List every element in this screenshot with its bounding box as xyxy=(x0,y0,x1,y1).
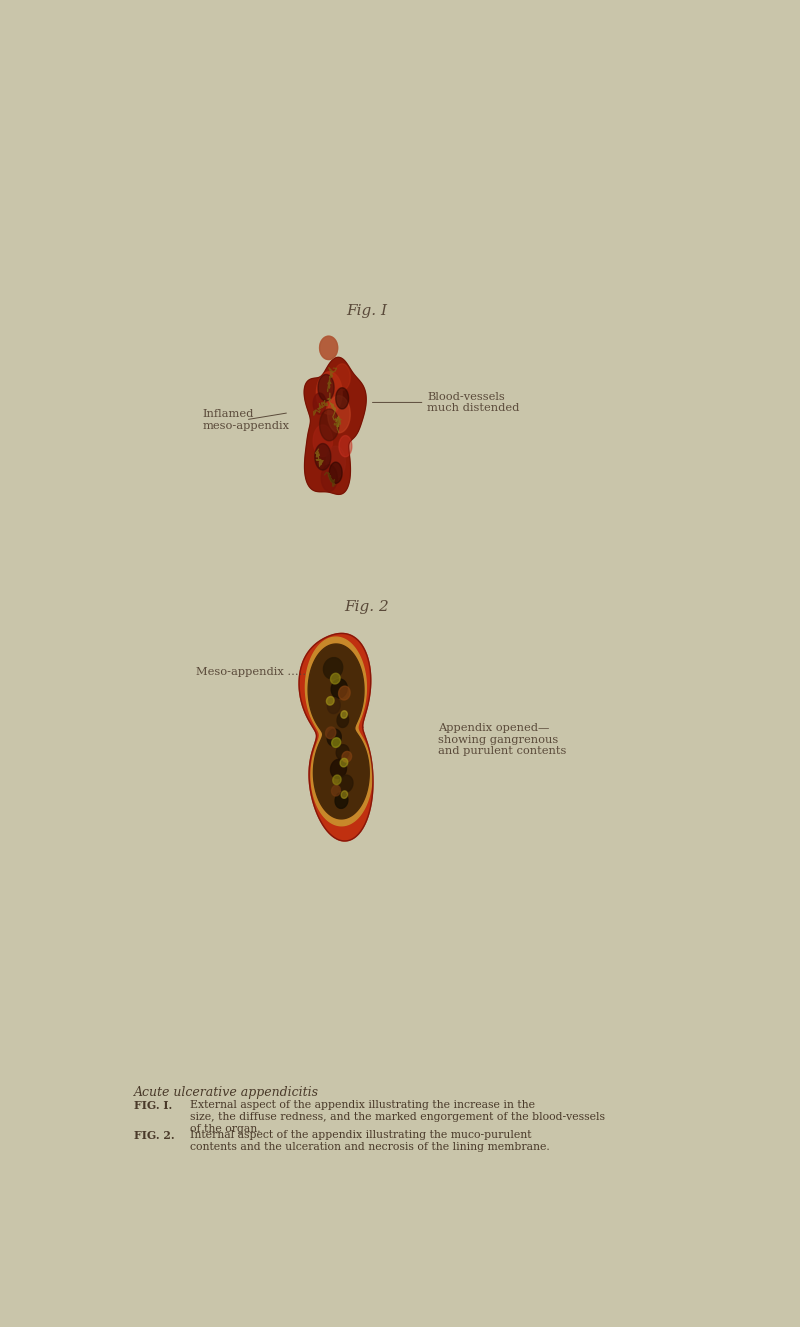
Polygon shape xyxy=(323,658,342,679)
Polygon shape xyxy=(327,729,342,746)
Text: Fig. 2: Fig. 2 xyxy=(344,600,389,614)
Polygon shape xyxy=(330,673,340,683)
Text: Meso-appendix ......: Meso-appendix ...... xyxy=(196,667,314,677)
Text: Inflamed
meso-appendix: Inflamed meso-appendix xyxy=(202,409,290,430)
Polygon shape xyxy=(313,393,326,414)
Polygon shape xyxy=(326,697,334,705)
Polygon shape xyxy=(335,792,348,808)
Polygon shape xyxy=(339,775,353,792)
Text: Acute ulcerative appendicitis: Acute ulcerative appendicitis xyxy=(134,1085,319,1099)
Text: FIG. I.: FIG. I. xyxy=(134,1100,172,1111)
Polygon shape xyxy=(299,633,373,841)
Polygon shape xyxy=(326,446,346,478)
Polygon shape xyxy=(336,744,349,759)
Polygon shape xyxy=(333,775,341,784)
Polygon shape xyxy=(328,395,350,433)
Polygon shape xyxy=(313,425,333,456)
Polygon shape xyxy=(337,713,349,727)
Polygon shape xyxy=(331,679,347,698)
Text: Appendix opened—
showing gangrenous
and purulent contents: Appendix opened— showing gangrenous and … xyxy=(438,723,566,756)
Polygon shape xyxy=(308,644,370,819)
Polygon shape xyxy=(341,791,347,799)
Polygon shape xyxy=(316,372,342,414)
Polygon shape xyxy=(320,336,338,360)
Polygon shape xyxy=(339,435,352,456)
Polygon shape xyxy=(320,409,339,441)
Polygon shape xyxy=(330,759,346,779)
Polygon shape xyxy=(340,758,348,767)
Polygon shape xyxy=(336,387,349,409)
Polygon shape xyxy=(314,443,331,470)
Polygon shape xyxy=(332,738,341,747)
Polygon shape xyxy=(320,336,338,360)
Polygon shape xyxy=(326,727,336,739)
Polygon shape xyxy=(338,686,350,701)
Text: External aspect of the appendix illustrating the increase in the
size, the diffu: External aspect of the appendix illustra… xyxy=(190,1100,605,1133)
Polygon shape xyxy=(318,374,334,401)
Text: Internal aspect of the appendix illustrating the muco-purulent
contents and the : Internal aspect of the appendix illustra… xyxy=(190,1131,550,1152)
Text: Blood-vessels
much distended: Blood-vessels much distended xyxy=(373,391,520,413)
Polygon shape xyxy=(306,637,372,825)
Polygon shape xyxy=(334,364,350,390)
Polygon shape xyxy=(342,751,352,762)
Text: FIG. 2.: FIG. 2. xyxy=(134,1131,174,1141)
Polygon shape xyxy=(341,711,347,718)
Polygon shape xyxy=(327,698,340,714)
Polygon shape xyxy=(331,786,341,796)
Polygon shape xyxy=(304,357,366,495)
Polygon shape xyxy=(330,462,342,483)
Polygon shape xyxy=(322,464,338,491)
Text: Fig. I: Fig. I xyxy=(346,304,387,317)
